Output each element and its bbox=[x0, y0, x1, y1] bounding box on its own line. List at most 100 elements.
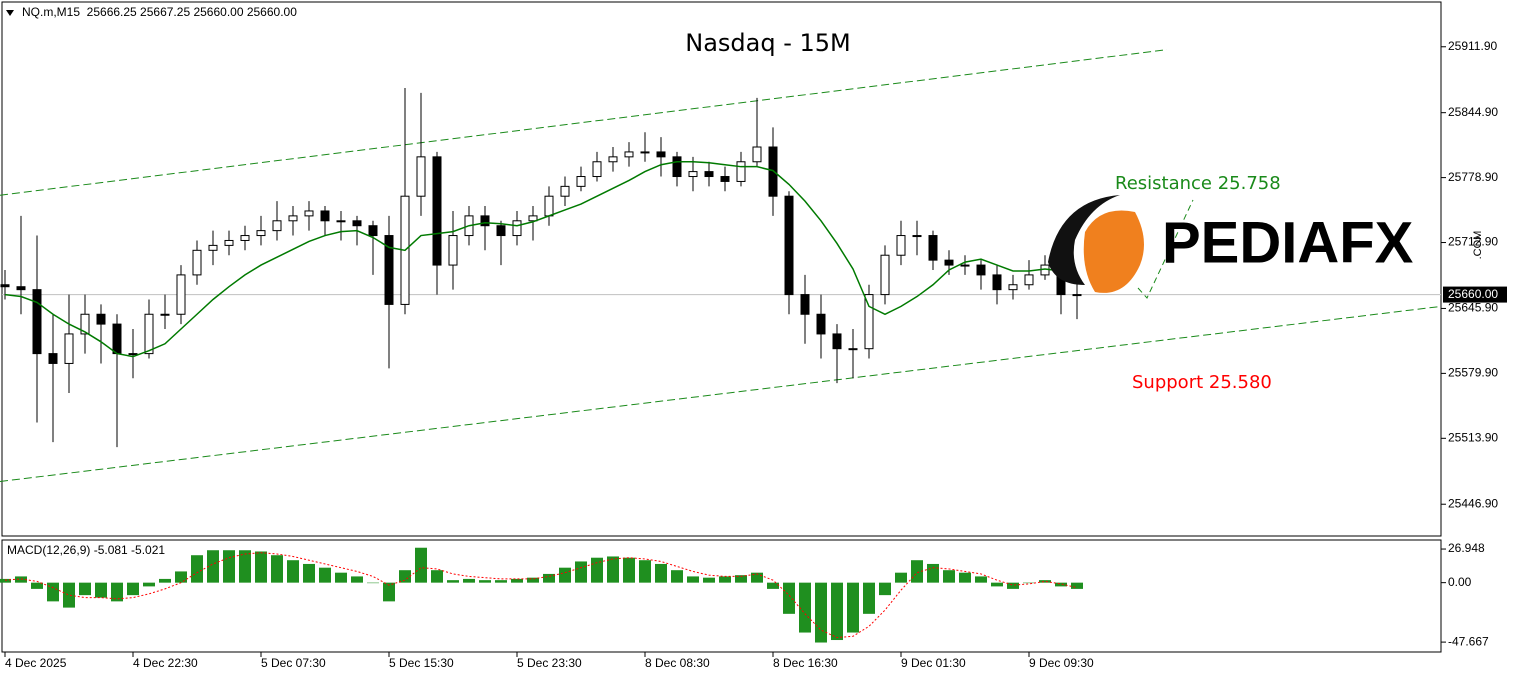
macd-bar bbox=[287, 560, 299, 583]
macd-bar bbox=[879, 582, 891, 596]
x-tick-label: 8 Dec 16:30 bbox=[773, 656, 838, 670]
candle-body bbox=[864, 294, 874, 350]
macd-bar bbox=[271, 555, 283, 583]
y-tick-label: 25579.90 bbox=[1448, 366, 1498, 380]
macd-bar bbox=[495, 580, 507, 583]
macd-bar bbox=[799, 582, 811, 633]
macd-bar bbox=[815, 582, 827, 643]
candle-body bbox=[224, 239, 234, 246]
macd-bar bbox=[431, 570, 443, 583]
candle-body bbox=[384, 235, 394, 305]
macd-bar bbox=[895, 572, 907, 583]
candle-body bbox=[928, 235, 938, 261]
macd-bar bbox=[159, 578, 171, 583]
macd-bar bbox=[991, 582, 1003, 587]
macd-bar bbox=[735, 575, 747, 583]
x-tick-label: 4 Dec 22:30 bbox=[133, 656, 198, 670]
projection-arrow bbox=[1137, 199, 1194, 299]
macd-bar bbox=[543, 573, 555, 583]
macd-bar bbox=[623, 557, 635, 583]
macd-bar bbox=[751, 572, 763, 583]
macd-bar bbox=[959, 572, 971, 583]
y-tick-label: 25911.90 bbox=[1448, 39, 1497, 53]
candle-body bbox=[544, 195, 554, 217]
candle-body bbox=[512, 220, 522, 237]
candle-body bbox=[576, 176, 586, 187]
candle-body bbox=[256, 230, 266, 237]
logo-text: PEDIAFX bbox=[1162, 210, 1414, 275]
macd-bar bbox=[1055, 582, 1067, 587]
candle-body bbox=[528, 215, 538, 222]
logo-suffix: .COM bbox=[1472, 231, 1484, 260]
candle-body bbox=[480, 215, 490, 227]
logo: PEDIAFX .COM bbox=[1048, 195, 1484, 293]
macd-bar bbox=[655, 563, 667, 583]
macd-bar bbox=[831, 582, 843, 641]
header-arrow bbox=[6, 10, 14, 16]
trend-line bbox=[0, 49, 1168, 196]
candle-body bbox=[80, 313, 90, 335]
moving-average bbox=[4, 161, 1078, 358]
candle-body bbox=[304, 210, 314, 217]
macd-bar bbox=[927, 563, 939, 583]
candle-body bbox=[752, 146, 762, 163]
y-tick-label: 25712.90 bbox=[1448, 235, 1498, 249]
indicator-label: MACD(12,26,9) -5.081 -5.021 bbox=[7, 543, 165, 557]
x-tick-label: 5 Dec 23:30 bbox=[517, 656, 582, 670]
candle-body bbox=[816, 313, 826, 335]
plot bbox=[0, 49, 1442, 643]
candle-body bbox=[560, 185, 570, 197]
candle-body bbox=[592, 161, 602, 178]
macd-bar bbox=[143, 582, 155, 587]
candle-body bbox=[192, 249, 202, 276]
candle-body bbox=[720, 176, 730, 182]
macd-bar bbox=[591, 557, 603, 583]
candle-body bbox=[160, 313, 170, 316]
macd-bar bbox=[111, 582, 123, 602]
macd-bar bbox=[63, 582, 75, 608]
candle-body bbox=[912, 235, 922, 238]
candle-body bbox=[736, 161, 746, 182]
x-tick-label: 4 Dec 2025 bbox=[5, 656, 67, 670]
candle-body bbox=[624, 151, 634, 158]
candle-body bbox=[240, 235, 250, 241]
macd-bar bbox=[575, 561, 587, 583]
y-tick-label: 25844.90 bbox=[1448, 105, 1498, 119]
macd-bar bbox=[703, 577, 715, 583]
candle-body bbox=[288, 215, 298, 222]
macd-bar bbox=[223, 550, 235, 583]
macd-bar bbox=[1039, 580, 1051, 583]
macd-bar bbox=[239, 550, 251, 583]
candle-body bbox=[672, 156, 682, 178]
macd-bar bbox=[767, 582, 779, 589]
candle-body bbox=[352, 220, 362, 227]
candle-body bbox=[32, 289, 42, 355]
y-tick-label: 25446.90 bbox=[1448, 496, 1498, 510]
candle-body bbox=[416, 156, 426, 197]
candle-body bbox=[432, 156, 442, 266]
candle-body bbox=[144, 313, 154, 355]
macd-bar bbox=[207, 550, 219, 583]
annotation: Support 25.580 bbox=[1132, 372, 1272, 393]
candle-body bbox=[640, 151, 650, 154]
x-tick-label: 8 Dec 08:30 bbox=[645, 656, 710, 670]
y-tick-label: 25778.90 bbox=[1448, 170, 1498, 184]
macd-bar bbox=[863, 582, 875, 614]
candle-body bbox=[176, 274, 186, 315]
last-price-label: 25660.00 bbox=[1448, 287, 1498, 301]
y-tick-label: 25513.90 bbox=[1448, 430, 1498, 444]
x-tick-label: 9 Dec 09:30 bbox=[1029, 656, 1094, 670]
candle-body bbox=[320, 210, 330, 222]
macd-bar bbox=[479, 580, 491, 583]
candle-body bbox=[368, 225, 378, 237]
macd-bar bbox=[415, 547, 427, 583]
macd-bar bbox=[351, 576, 363, 583]
candle-body bbox=[16, 286, 26, 291]
candle-body bbox=[704, 171, 714, 178]
candle-body bbox=[992, 274, 1002, 291]
macd-bar bbox=[639, 560, 651, 583]
macd-bar bbox=[319, 567, 331, 583]
logo-swoosh bbox=[1048, 195, 1120, 285]
macd-bar bbox=[367, 582, 379, 584]
